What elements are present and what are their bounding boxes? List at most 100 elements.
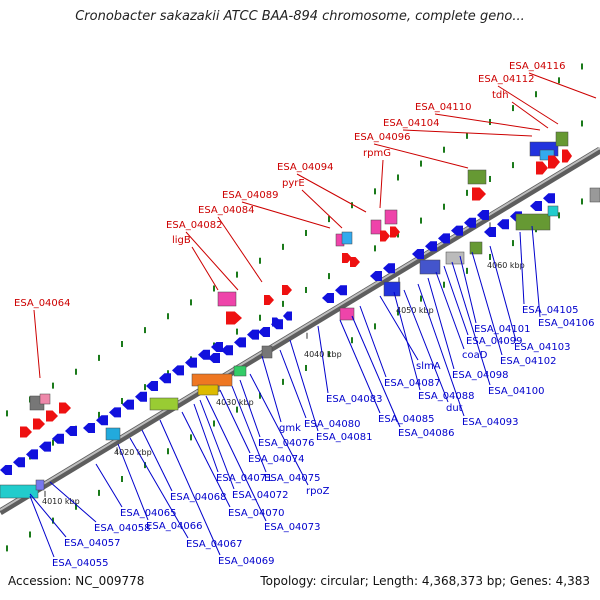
gene-label-esa-04080[interactable]: ESA_04080 xyxy=(304,419,361,430)
reverse-gene-arrow[interactable] xyxy=(335,285,347,296)
gene-label-esa-04067[interactable]: ESA_04067 xyxy=(186,539,243,550)
forward-gene-arrow[interactable] xyxy=(472,187,486,201)
gene-label-rpmg[interactable]: rpmG xyxy=(363,148,391,159)
reverse-gene-arrow[interactable] xyxy=(211,342,223,352)
gene-label-esa-04094[interactable]: ESA_04094 xyxy=(277,162,334,173)
gene-label-esa-04099[interactable]: ESA_04099 xyxy=(466,336,523,347)
reverse-gene-arrow[interactable] xyxy=(83,423,95,433)
feature-block-violet[interactable] xyxy=(35,479,45,491)
gene-label-esa-04104[interactable]: ESA_04104 xyxy=(383,118,440,129)
reverse-gene-arrow[interactable] xyxy=(543,193,555,204)
gene-label-ligb[interactable]: ligB xyxy=(172,235,191,246)
reverse-gene-arrow[interactable] xyxy=(484,227,496,237)
gene-label-esa-04076[interactable]: ESA_04076 xyxy=(258,438,315,449)
reverse-gene-arrow[interactable] xyxy=(26,449,38,460)
gene-label-dut[interactable]: dut xyxy=(446,403,463,414)
feature-block-cyan[interactable] xyxy=(0,484,39,499)
forward-gene-arrow[interactable] xyxy=(536,161,548,175)
feature-block-grey-2[interactable] xyxy=(445,251,465,265)
forward-gene-arrow[interactable] xyxy=(264,295,274,305)
forward-gene-arrow[interactable] xyxy=(282,285,292,295)
feature-block-pink-2[interactable] xyxy=(39,393,51,405)
reverse-gene-arrow[interactable] xyxy=(159,373,171,384)
feature-block-blue[interactable] xyxy=(383,281,401,297)
reverse-gene-arrow[interactable] xyxy=(438,233,450,244)
feature-block-cyan-3[interactable] xyxy=(547,205,559,217)
gene-label-esa-04081[interactable]: ESA_04081 xyxy=(316,432,373,443)
forward-gene-arrow[interactable] xyxy=(226,311,242,325)
gene-label-esa-04102[interactable]: ESA_04102 xyxy=(500,356,557,367)
reverse-gene-arrow[interactable] xyxy=(65,426,77,436)
gene-label-esa-04112[interactable]: ESA_04112 xyxy=(478,74,535,85)
feature-block-sky-2[interactable] xyxy=(539,149,555,161)
gene-label-esa-04058[interactable]: ESA_04058 xyxy=(94,523,151,534)
reverse-gene-arrow[interactable] xyxy=(122,399,134,410)
reverse-gene-arrow[interactable] xyxy=(477,210,489,220)
reverse-gene-arrow[interactable] xyxy=(96,415,108,426)
gene-label-esa-04070[interactable]: ESA_04070 xyxy=(228,508,285,519)
reverse-gene-arrow[interactable] xyxy=(198,349,210,360)
gene-label-esa-04068[interactable]: ESA_04068 xyxy=(170,492,227,503)
gene-label-esa-04055[interactable]: ESA_04055 xyxy=(52,558,109,569)
feature-block-pink[interactable] xyxy=(339,307,355,321)
reverse-gene-arrow[interactable] xyxy=(451,225,463,236)
reverse-gene-arrow[interactable] xyxy=(39,441,51,452)
gene-label-esa-04088[interactable]: ESA_04088 xyxy=(418,391,475,402)
gene-label-esa-04087[interactable]: ESA_04087 xyxy=(384,378,441,389)
gene-label-esa-04075[interactable]: ESA_04075 xyxy=(264,473,321,484)
reverse-gene-arrow[interactable] xyxy=(530,201,542,211)
reverse-gene-arrow[interactable] xyxy=(234,337,246,348)
forward-gene-arrow[interactable] xyxy=(342,253,352,263)
reverse-gene-arrow[interactable] xyxy=(0,465,12,475)
feature-block-orange[interactable] xyxy=(191,373,233,387)
reverse-gene-arrow[interactable] xyxy=(247,329,259,340)
gene-label-esa-04116[interactable]: ESA_04116 xyxy=(509,61,566,72)
reverse-gene-arrow[interactable] xyxy=(412,249,424,259)
feature-block-sky[interactable] xyxy=(341,231,353,245)
gene-label-esa-04093[interactable]: ESA_04093 xyxy=(462,417,519,428)
gene-label-esa-04082[interactable]: ESA_04082 xyxy=(166,220,223,231)
gene-label-slma[interactable]: slmA xyxy=(416,361,441,372)
forward-gene-arrow[interactable] xyxy=(350,257,360,267)
reverse-gene-arrow[interactable] xyxy=(172,365,184,376)
reverse-gene-arrow[interactable] xyxy=(221,345,233,356)
reverse-gene-arrow[interactable] xyxy=(322,293,334,303)
gene-label-esa-04110[interactable]: ESA_04110 xyxy=(415,102,472,113)
forward-gene-arrow[interactable] xyxy=(272,317,281,327)
reverse-gene-arrow[interactable] xyxy=(135,391,147,402)
forward-gene-arrow[interactable] xyxy=(33,418,45,430)
reverse-gene-arrow[interactable] xyxy=(185,357,197,368)
feature-block-pink-5[interactable] xyxy=(370,219,382,235)
reverse-gene-arrow[interactable] xyxy=(370,271,382,281)
reverse-gene-arrow[interactable] xyxy=(464,217,476,228)
forward-gene-arrow[interactable] xyxy=(59,402,71,414)
gene-label-esa-04089[interactable]: ESA_04089 xyxy=(222,190,279,201)
gene-label-esa-04098[interactable]: ESA_04098 xyxy=(452,370,509,381)
gene-label-esa-04064[interactable]: ESA_04064 xyxy=(14,298,71,309)
feature-block-pink-3[interactable] xyxy=(217,291,237,307)
forward-gene-arrow[interactable] xyxy=(46,410,58,422)
reverse-gene-arrow[interactable] xyxy=(146,381,158,391)
reverse-gene-arrow[interactable] xyxy=(383,263,395,274)
feature-block-cyan-2[interactable] xyxy=(105,427,121,441)
gene-label-esa-04106[interactable]: ESA_04106 xyxy=(538,318,595,329)
gene-label-esa-04066[interactable]: ESA_04066 xyxy=(146,521,203,532)
gene-label-esa-04086[interactable]: ESA_04086 xyxy=(398,428,455,439)
gene-label-esa-04084[interactable]: ESA_04084 xyxy=(198,205,255,216)
feature-block-olive-4[interactable] xyxy=(555,131,569,147)
forward-gene-arrow[interactable] xyxy=(548,155,560,169)
gene-label-esa-04069[interactable]: ESA_04069 xyxy=(218,556,275,567)
feature-block-grey-3[interactable] xyxy=(589,187,600,203)
gene-label-esa-04085[interactable]: ESA_04085 xyxy=(378,414,435,425)
gene-label-esa-04083[interactable]: ESA_04083 xyxy=(326,394,383,405)
forward-gene-arrow[interactable] xyxy=(562,149,572,163)
feature-block-indigo[interactable] xyxy=(419,259,441,275)
gene-label-esa-04057[interactable]: ESA_04057 xyxy=(64,538,121,549)
gene-label-esa-04096[interactable]: ESA_04096 xyxy=(354,132,411,143)
forward-gene-arrow[interactable] xyxy=(20,426,32,438)
gene-label-esa-04103[interactable]: ESA_04103 xyxy=(514,342,571,353)
feature-block-pink-6[interactable] xyxy=(384,209,398,225)
feature-block-olive-3[interactable] xyxy=(467,169,487,185)
gene-label-coad[interactable]: coaD xyxy=(462,350,488,361)
